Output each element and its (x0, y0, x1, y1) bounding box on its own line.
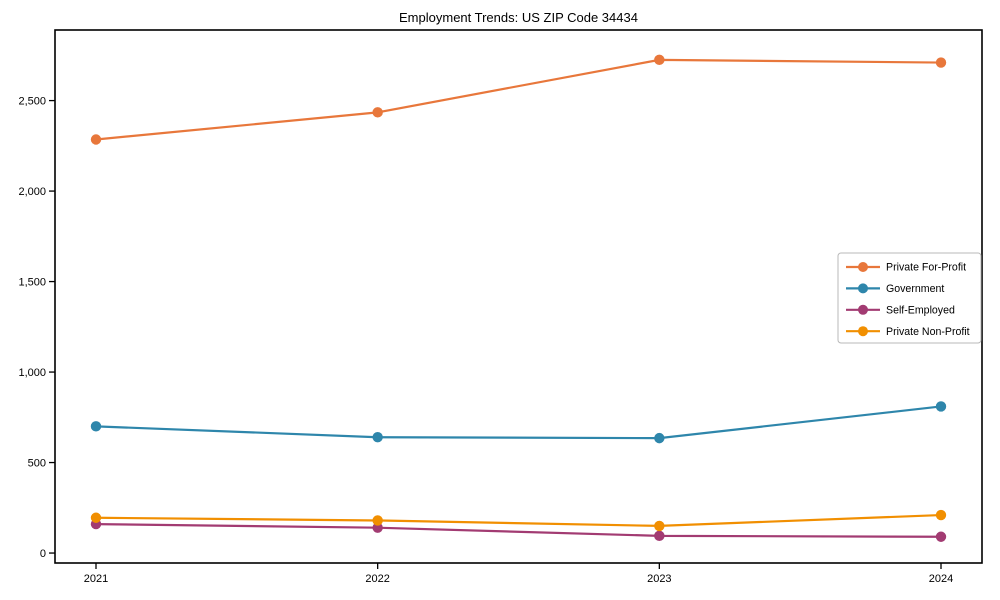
y-tick-label: 1,000 (18, 367, 46, 379)
data-point-private-for-profit (654, 54, 665, 66)
legend: Private For-Profit Government Self-Employe… (837, 252, 982, 344)
legend-marker-government (858, 283, 868, 294)
y-tick-label: 2,500 (18, 95, 46, 107)
data-point-government (654, 432, 665, 444)
plot-border (54, 29, 983, 564)
series-line-government (94, 405, 943, 440)
y-tick-label: 2,000 (18, 186, 46, 198)
y-tick-label: 500 (28, 457, 46, 469)
data-point-government (935, 401, 947, 412)
data-point-private-non-profit (372, 515, 383, 526)
legend-label-government: Government (886, 283, 944, 295)
series-line-private-for-profit (94, 58, 943, 141)
x-tick-label: 2022 (365, 573, 389, 585)
legend-label-private-non-profit: Private Non-Profit (886, 326, 970, 338)
series-line-self-employed (94, 522, 943, 538)
y-tick-label: 0 (40, 548, 46, 560)
legend-box (837, 252, 982, 344)
legend-label-private-for-profit: Private For-Profit (886, 262, 966, 274)
data-point-self-employed (654, 530, 665, 542)
data-point-government (90, 421, 102, 432)
x-tick-label: 2024 (929, 573, 953, 585)
legend-marker-self-employed (858, 304, 868, 315)
x-tick-label: 2023 (647, 573, 671, 585)
data-point-government (372, 432, 383, 443)
legend-label-self-employed: Self-Employed (886, 305, 955, 317)
data-point-self-employed (372, 522, 383, 533)
legend-marker-private-non-profit (858, 326, 868, 337)
data-point-private-non-profit (90, 512, 102, 523)
legend-marker-private-for-profit (858, 262, 868, 272)
y-tick-label: 1,500 (18, 276, 46, 288)
data-point-self-employed (935, 531, 947, 542)
data-point-private-for-profit (372, 107, 383, 118)
series-line-private-non-profit (94, 513, 943, 527)
data-point-private-for-profit (935, 57, 947, 68)
chart-title: Employment Trends: US ZIP Code 34434 (399, 10, 638, 25)
data-point-private-non-profit (935, 509, 947, 521)
data-point-private-for-profit (90, 134, 102, 145)
x-tick-label: 2021 (84, 573, 108, 585)
plot-area: 0 500 1,000 1,500 2,000 2,500 2021 2022 2023 2024 (18, 29, 983, 585)
data-point-private-non-profit (654, 520, 665, 532)
